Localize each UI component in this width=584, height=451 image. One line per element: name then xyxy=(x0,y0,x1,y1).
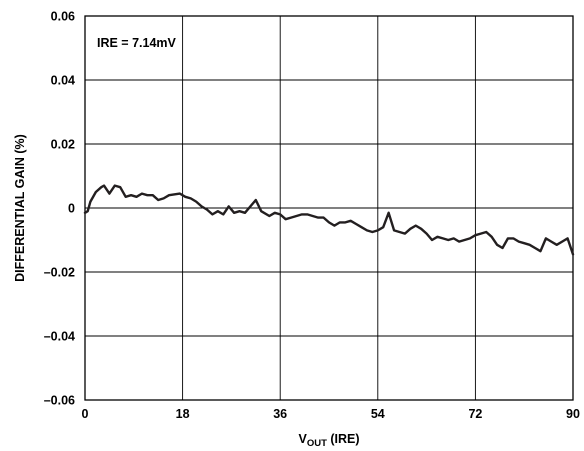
y-tick-label: 0 xyxy=(68,202,75,216)
series-line-differential-gain xyxy=(83,184,575,256)
x-axis-label-main: V xyxy=(298,432,307,446)
x-tick-label: 90 xyxy=(566,407,580,421)
y-tick-label: 0.06 xyxy=(51,10,75,24)
y-axis-label: DIFFERENTIAL GAIN (%) xyxy=(13,134,27,282)
y-tick-label: –0.06 xyxy=(44,394,75,408)
y-tick-label: –0.02 xyxy=(44,266,75,280)
x-tick-label: 0 xyxy=(82,407,89,421)
plot-frame xyxy=(84,15,574,401)
x-tick-labels: 0 18 36 54 72 90 xyxy=(82,407,580,421)
x-tick-label: 36 xyxy=(273,407,287,421)
x-tick-label: 72 xyxy=(468,407,482,421)
x-axis-label: VOUT (IRE) xyxy=(298,432,359,449)
y-tick-label: 0.04 xyxy=(51,74,75,88)
x-tick-label: 54 xyxy=(371,407,385,421)
x-tick-label: 18 xyxy=(176,407,190,421)
x-axis-label-suffix: (IRE) xyxy=(327,432,360,446)
x-axis-label-subscript: OUT xyxy=(307,438,327,449)
y-tick-label: 0.02 xyxy=(51,138,75,152)
annotation-ire: IRE = 7.14mV xyxy=(97,36,177,50)
y-tick-labels: 0.06 0.04 0.02 0 –0.02 –0.04 –0.06 xyxy=(44,10,75,408)
y-tick-label: –0.04 xyxy=(44,330,75,344)
